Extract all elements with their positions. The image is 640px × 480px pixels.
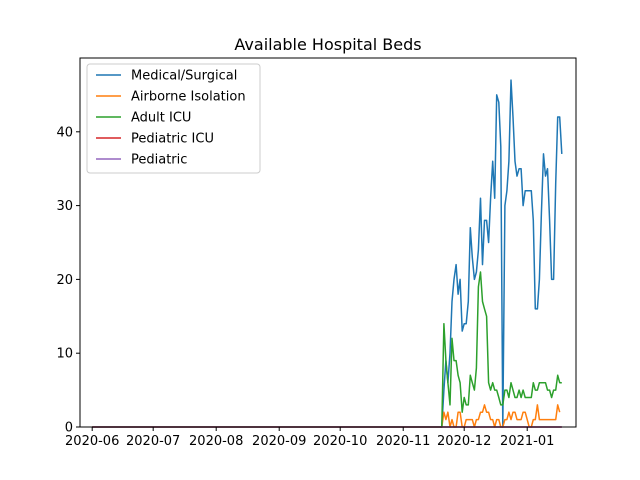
legend: Medical/Surgical Airborne Isolation Adult … xyxy=(86,63,261,174)
legend-label: Pediatric xyxy=(131,153,187,168)
x-tick-label: 2020-08 xyxy=(189,434,243,449)
series-line-airborne-isolation xyxy=(92,404,561,428)
y-tick-label: 10 xyxy=(56,347,73,362)
x-tick-label: 2020-10 xyxy=(313,434,367,449)
x-tick-label: 2020-09 xyxy=(252,434,306,449)
series-line-adult-icu xyxy=(92,271,562,428)
y-tick-label: 30 xyxy=(56,199,73,214)
legend-label: Airborne Isolation xyxy=(131,90,246,105)
x-tick-label: 2021-01 xyxy=(500,434,554,449)
legend-label: Pediatric ICU xyxy=(131,132,214,147)
legend-label: Adult ICU xyxy=(131,111,191,126)
x-tick-label: 2020-12 xyxy=(437,434,491,449)
chart-title: Available Hospital Beds xyxy=(234,35,421,54)
y-axis: 0 10 20 30 40 xyxy=(56,125,80,436)
legend-label: Medical/Surgical xyxy=(131,69,237,84)
x-tick-label: 2020-11 xyxy=(376,434,430,449)
plot-frame xyxy=(79,57,577,428)
x-tick-label: 2020-06 xyxy=(65,434,119,449)
x-tick-label: 2020-07 xyxy=(126,434,180,449)
y-tick-label: 40 xyxy=(56,125,73,140)
series-line-medical-surgical xyxy=(92,79,563,428)
y-tick-label: 20 xyxy=(56,273,73,288)
x-axis: 2020-06 2020-07 2020-08 2020-09 2020-10 2020-… xyxy=(65,427,554,449)
legend-box xyxy=(86,63,261,174)
y-tick-label: 0 xyxy=(65,421,73,436)
